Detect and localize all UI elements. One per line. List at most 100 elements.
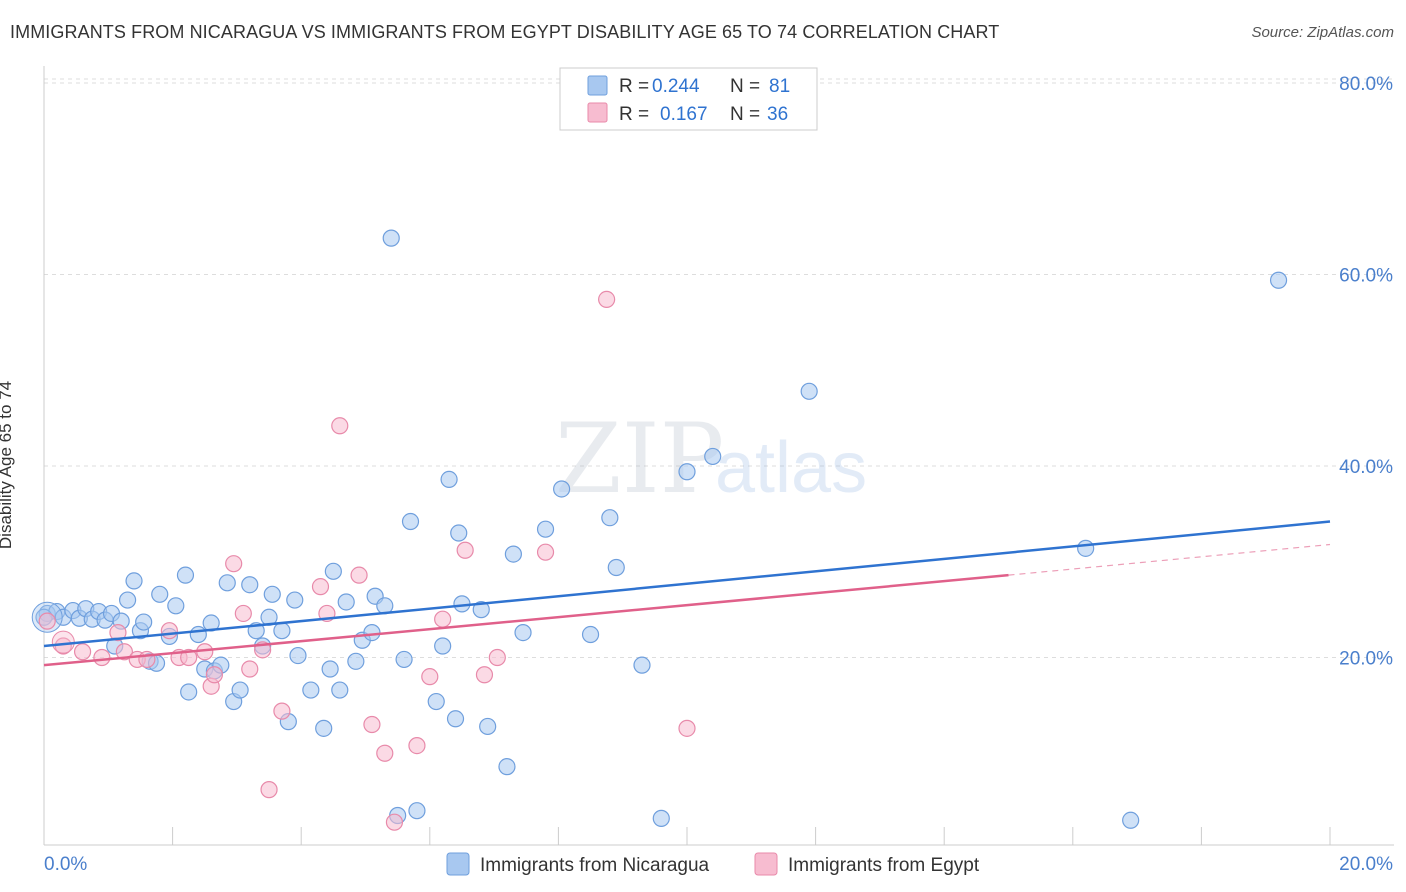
egypt-point[interactable] <box>475 666 494 684</box>
trend-lines <box>43 520 1331 667</box>
nicaragua-point[interactable] <box>498 758 516 776</box>
nicaragua-point[interactable] <box>536 520 555 538</box>
egypt-point[interactable] <box>311 578 330 596</box>
egypt-point[interactable] <box>241 660 259 678</box>
nicaragua-point[interactable] <box>382 229 400 247</box>
nicaragua-point[interactable] <box>472 601 490 619</box>
nicaragua-point[interactable] <box>337 593 355 611</box>
nicaragua-point[interactable] <box>289 646 307 665</box>
bottom-legend-swatch-egypt <box>754 852 778 876</box>
nicaragua-point[interactable] <box>135 613 153 631</box>
nicaragua-point[interactable] <box>189 625 207 644</box>
nicaragua-point[interactable] <box>125 572 143 590</box>
nicaragua-point[interactable] <box>1077 539 1095 557</box>
nicaragua-point[interactable] <box>704 447 722 466</box>
nicaragua-point[interactable] <box>347 652 365 670</box>
egypt-point[interactable] <box>536 543 555 561</box>
legend-n-value: 81 <box>769 76 790 97</box>
egypt-point[interactable] <box>408 736 426 755</box>
bottom-legend: Immigrants from Nicaragua Immigrants fro… <box>446 852 980 876</box>
nicaragua-point[interactable] <box>321 660 339 678</box>
egypt-trend-line <box>43 573 1009 667</box>
egypt-point[interactable] <box>93 648 111 667</box>
egypt-point[interactable] <box>385 813 404 831</box>
nicaragua-point[interactable] <box>450 524 468 542</box>
axes: 20.0% 40.0% 60.0% 80.0% 0.0% 20.0% <box>43 66 1394 875</box>
nicaragua-point[interactable] <box>601 509 619 527</box>
egypt-point[interactable] <box>376 744 394 762</box>
nicaragua-point[interactable] <box>167 597 185 615</box>
egypt-point[interactable] <box>350 566 368 584</box>
nicaragua-point[interactable] <box>408 802 426 820</box>
nicaragua-point[interactable] <box>176 566 195 584</box>
egypt-point[interactable] <box>598 290 616 308</box>
nicaragua-point[interactable] <box>1122 811 1140 829</box>
nicaragua-point[interactable] <box>324 562 342 580</box>
nicaragua-point[interactable] <box>514 624 532 642</box>
egypt-point[interactable] <box>38 612 56 630</box>
legend-n-value: 36 <box>767 104 788 125</box>
nicaragua-point[interactable] <box>581 625 600 644</box>
nicaragua-point[interactable] <box>118 591 137 609</box>
nicaragua-point[interactable] <box>678 463 696 481</box>
egypt-point[interactable] <box>115 643 133 661</box>
nicaragua-point[interactable] <box>241 576 259 594</box>
nicaragua-point[interactable] <box>504 545 522 563</box>
bottom-legend-swatch-nicaragua <box>446 852 470 876</box>
egypt-point[interactable] <box>234 604 252 623</box>
nicaragua-point[interactable] <box>440 470 458 489</box>
nicaragua-point[interactable] <box>446 710 465 728</box>
nicaragua-point[interactable] <box>633 656 651 674</box>
watermark-zip: ZIP <box>555 403 724 515</box>
egypt-point[interactable] <box>160 622 178 640</box>
legend-swatch-egypt <box>587 102 608 123</box>
nicaragua-point[interactable] <box>263 585 281 603</box>
nicaragua-point[interactable] <box>273 622 291 640</box>
y-tick-label: 80.0% <box>1339 74 1393 95</box>
nicaragua-point[interactable] <box>218 574 236 592</box>
egypt-point[interactable] <box>260 781 278 799</box>
egypt-point[interactable] <box>73 643 92 661</box>
legend-r-label: R = <box>619 76 649 97</box>
nicaragua-point[interactable] <box>231 681 249 699</box>
nicaragua-point[interactable] <box>434 637 452 655</box>
egypt-point[interactable] <box>180 648 198 667</box>
legend-n-label: N = <box>730 76 760 97</box>
legend-swatch-nicaragua <box>587 75 608 96</box>
bottom-legend-label-egypt: Immigrants from Egypt <box>788 855 980 876</box>
egypt-point[interactable] <box>225 555 243 573</box>
egypt-point[interactable] <box>273 702 291 720</box>
nicaragua-point[interactable] <box>180 683 198 701</box>
egypt-point[interactable] <box>109 624 127 642</box>
watermark: ZIP atlas <box>555 403 867 515</box>
nicaragua-point[interactable] <box>800 382 818 400</box>
y-tick-label: 40.0% <box>1339 457 1393 478</box>
egypt-point[interactable] <box>678 719 696 737</box>
nicaragua-trend-line <box>43 520 1331 648</box>
legend-n-label: N = <box>730 104 760 125</box>
egypt-point[interactable] <box>205 666 223 684</box>
nicaragua-point[interactable] <box>363 624 381 642</box>
nicaragua-point[interactable] <box>652 809 670 827</box>
nicaragua-point[interactable] <box>479 717 497 736</box>
nicaragua-point[interactable] <box>607 558 625 577</box>
nicaragua-point[interactable] <box>315 719 333 737</box>
watermark-atlas: atlas <box>715 428 867 508</box>
egypt-point[interactable] <box>488 648 506 667</box>
egypt-point[interactable] <box>421 668 439 686</box>
nicaragua-point[interactable] <box>395 650 413 669</box>
chart-title: IMMIGRANTS FROM NICARAGUA VS IMMIGRANTS … <box>10 22 1000 42</box>
egypt-point[interactable] <box>363 715 381 734</box>
egypt-point[interactable] <box>331 417 349 435</box>
nicaragua-point[interactable] <box>331 681 349 699</box>
nicaragua-point[interactable] <box>302 681 320 699</box>
nicaragua-point[interactable] <box>427 692 445 711</box>
nicaragua-point[interactable] <box>1269 271 1288 289</box>
nicaragua-point[interactable] <box>401 512 420 531</box>
nicaragua-point[interactable] <box>151 585 169 603</box>
nicaragua-point[interactable] <box>553 480 571 498</box>
egypt-point[interactable] <box>456 541 474 559</box>
egypt-point[interactable] <box>434 610 452 628</box>
nicaragua-point[interactable] <box>286 591 304 609</box>
